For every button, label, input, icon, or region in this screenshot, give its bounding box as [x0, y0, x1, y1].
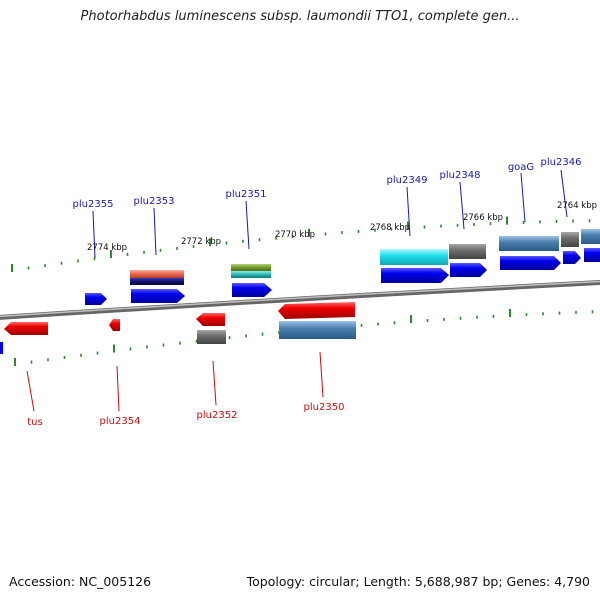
gene-label-plu2350[interactable]: plu2350 [304, 402, 345, 413]
gene-label-plu2346[interactable]: plu2346 [541, 157, 582, 168]
gene-label-tus[interactable]: tus [27, 417, 42, 428]
gene-plu2351-arrow[interactable] [232, 283, 272, 297]
gene-plu2348-arrow[interactable] [450, 263, 487, 277]
genome-backbone [0, 280, 600, 320]
gene-label-plu2354[interactable]: plu2354 [100, 416, 141, 427]
feature-navy-plu2353[interactable] [130, 278, 184, 285]
feature-steelblue-plu2350[interactable] [279, 321, 356, 339]
feature-steelblue-goaG[interactable] [499, 236, 559, 251]
gene-label-plu2348[interactable]: plu2348 [440, 170, 481, 181]
gene-left-edge[interactable] [0, 342, 3, 354]
gene-plu2354-arrow[interactable] [109, 319, 120, 331]
feature-gray-plu2346[interactable] [561, 232, 579, 247]
feature-steelblue-edge[interactable] [581, 229, 600, 244]
gene-label-plu2349[interactable]: plu2349 [387, 175, 428, 186]
feature-cyan-plu2349[interactable] [380, 249, 448, 265]
gene-plu2349-arrow[interactable] [381, 268, 449, 283]
gene-edge-arrow[interactable] [584, 248, 600, 262]
gene-label-plu2353[interactable]: plu2353 [134, 196, 175, 207]
gene-label-plu2351[interactable]: plu2351 [226, 189, 267, 200]
gene-label-plu2352[interactable]: plu2352 [197, 410, 238, 421]
gene-goaG-arrow[interactable] [500, 256, 561, 270]
genome-backbone-highlight [0, 280, 600, 318]
accession-text: Accession: NC_005126 [9, 574, 152, 589]
leader-lines [26, 169, 568, 412]
gene-plu2355-arrow[interactable] [85, 293, 107, 305]
gene-tus-arrow[interactable] [4, 322, 48, 335]
feature-gray-plu2348[interactable] [449, 244, 486, 259]
gene-label-plu2355[interactable]: plu2355 [73, 199, 114, 210]
feature-salmon-plu2353[interactable] [130, 270, 184, 278]
gene-plu2350-arrow[interactable] [278, 302, 355, 319]
gene-features [0, 229, 600, 354]
scale-label-2772: 2772 kbp [181, 237, 221, 247]
gene-label-goaG[interactable]: goaG [508, 162, 534, 173]
scale-label-2766: 2766 kbp [463, 213, 503, 223]
feature-olive-plu2351[interactable] [231, 264, 271, 271]
map-title: Photorhabdus luminescens subsp. laumondi… [80, 9, 520, 24]
feature-gray-plu2352[interactable] [197, 330, 226, 344]
scale-label-2768: 2768 kbp [370, 223, 410, 233]
scale-label-2764: 2764 kbp [557, 201, 597, 211]
gene-plu2352-arrow[interactable] [196, 313, 225, 326]
scale-label-2774: 2774 kbp [87, 243, 127, 253]
gene-plu2346-arrow[interactable] [563, 251, 581, 264]
scale-label-2770: 2770 kbp [275, 230, 315, 240]
gene-plu2353-arrow[interactable] [131, 289, 185, 303]
topology-text: Topology: circular; Length: 5,688,987 bp… [246, 574, 590, 589]
feature-teal-plu2351[interactable] [231, 271, 271, 278]
